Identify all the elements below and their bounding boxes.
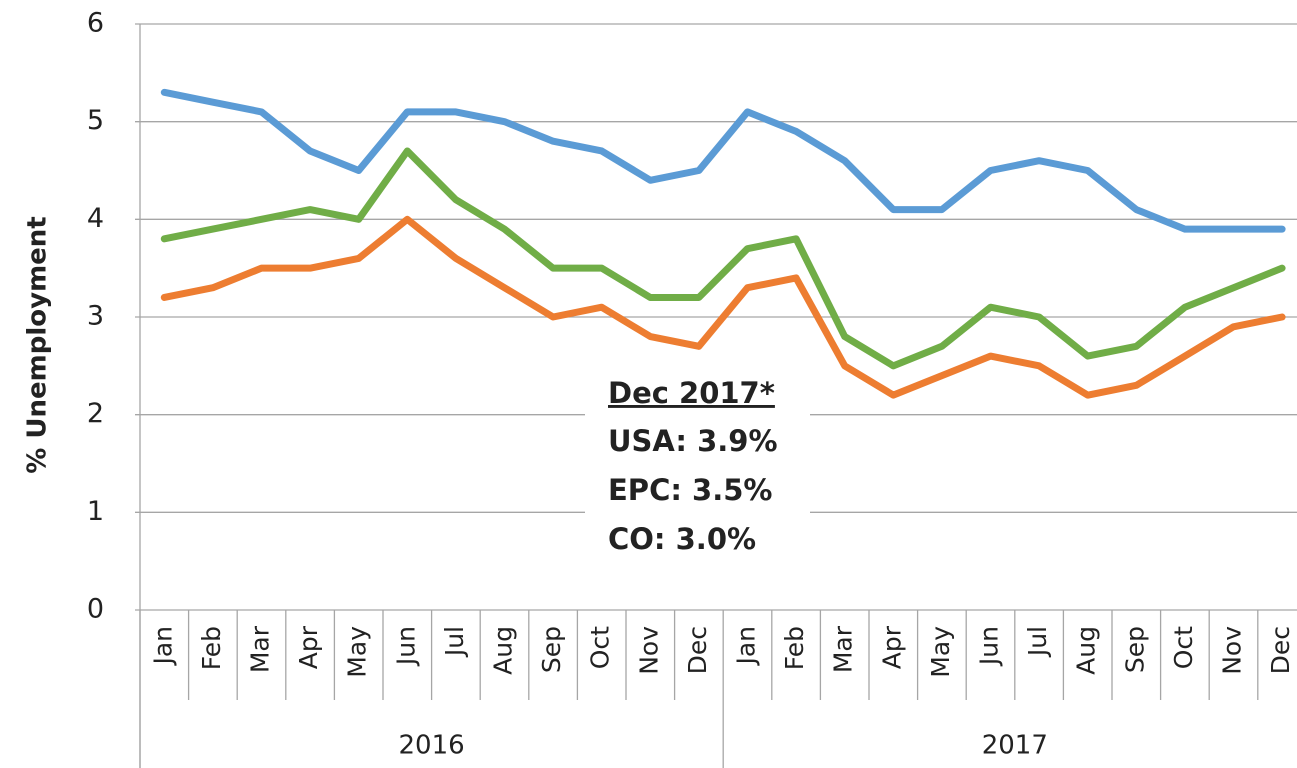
x-tick-label: Mar <box>829 625 858 673</box>
annotation-line: USA: 3.9% <box>608 424 778 458</box>
x-tick-label: Nov <box>634 626 663 675</box>
x-tick-label: Jul <box>440 626 469 658</box>
series-line <box>160 88 1286 233</box>
y-tick-label: 0 <box>87 594 104 625</box>
annotation-box <box>585 365 810 560</box>
x-tick-label: May <box>926 626 955 678</box>
x-tick-label: Aug <box>1072 626 1101 675</box>
x-tick-label: Mar <box>246 625 275 673</box>
x-tick-label: Sep <box>537 626 566 673</box>
x-tick-label: Apr <box>294 625 323 669</box>
x-tick-label: Oct <box>586 626 615 669</box>
x-tick-label: Nov <box>1218 626 1247 675</box>
x-tick-label: Feb <box>780 626 809 670</box>
x-tick-label: May <box>343 626 372 678</box>
x-tick-label: Jun <box>391 626 420 667</box>
x-tick-label: Sep <box>1120 626 1149 673</box>
x-tick-label: Jun <box>975 626 1004 667</box>
y-tick-label: 1 <box>87 496 104 527</box>
y-tick-label: 2 <box>87 398 104 429</box>
series-line <box>160 147 1286 370</box>
x-tick-label: Dec <box>1266 626 1295 674</box>
x-tick-label: Aug <box>489 626 518 675</box>
y-tick-label: 4 <box>87 203 104 234</box>
y-axis-title: % Unemployment <box>23 216 53 473</box>
annotation-title: Dec 2017* <box>608 376 775 410</box>
x-tick-label: Feb <box>197 626 226 670</box>
y-tick-label: 5 <box>87 105 104 136</box>
x-tick-label: Jul <box>1023 626 1052 658</box>
x-tick-label: Dec <box>683 626 712 674</box>
y-tick-label: 3 <box>87 301 104 332</box>
x-tick-label: Oct <box>1169 626 1198 669</box>
y-tick-label: 6 <box>87 8 104 39</box>
group-label: 2017 <box>982 731 1048 761</box>
series-line <box>160 215 1286 399</box>
annotation-line: CO: 3.0% <box>608 522 756 556</box>
x-tick-label: Jan <box>732 626 761 667</box>
x-tick-label: Jan <box>148 626 177 667</box>
group-label: 2016 <box>399 731 465 761</box>
x-tick-label: Apr <box>877 625 906 669</box>
annotation-line: EPC: 3.5% <box>608 473 772 507</box>
